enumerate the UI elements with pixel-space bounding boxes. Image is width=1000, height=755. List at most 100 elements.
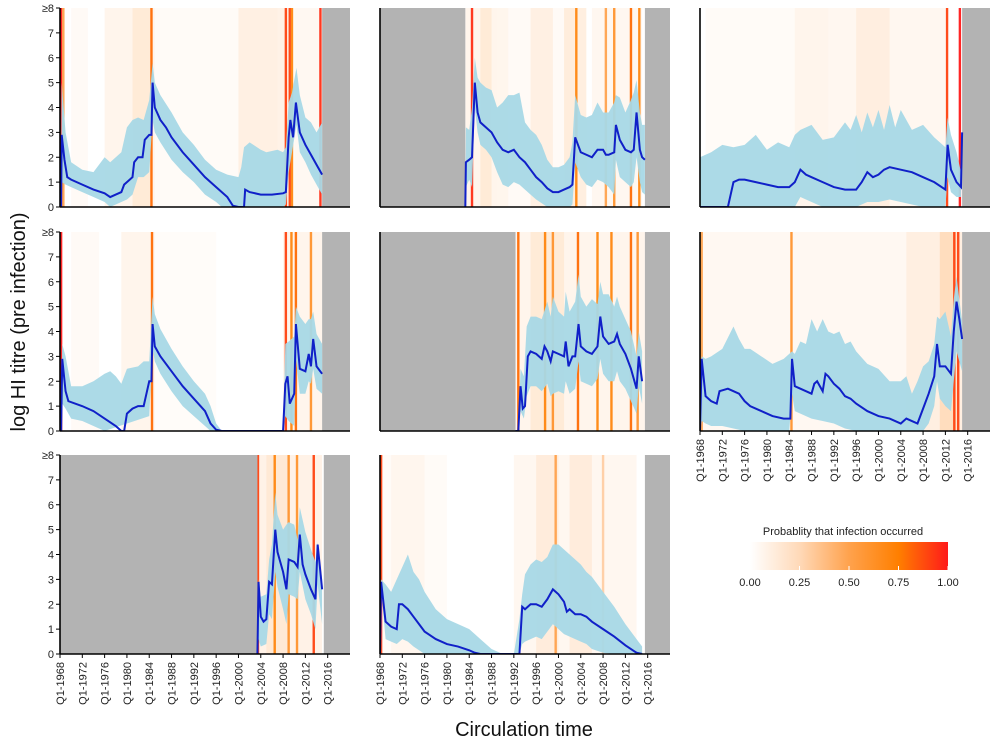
legend-title: Probablity that infection occurred (763, 526, 923, 538)
panel-3 (699, 8, 990, 208)
x-tick-label: Q1-1984 (784, 439, 796, 482)
x-tick-label: Q1-1976 (740, 439, 752, 482)
infection-probability-line (700, 232, 703, 431)
infection-probability-line (790, 232, 793, 431)
x-tick-label: Q1-2004 (896, 439, 908, 482)
x-tick-label: Q1-1972 (717, 439, 729, 482)
x-tick-label: Q1-1972 (77, 662, 89, 705)
panel-8: Q1-1968 Q1-1972 Q1-1976 Q1-1980 Q1-1984 Q1-19… (375, 455, 670, 705)
credible-interval-ribbon (515, 274, 643, 431)
panel-1: 0 1 2 3 4 5 6 7 ≥8 (42, 3, 350, 214)
titre-line (515, 316, 644, 431)
infection-probability-line (284, 232, 288, 431)
x-tick-label: Q1-2008 (598, 662, 610, 705)
x-tick-label: Q1-1988 (167, 662, 179, 705)
y-tick-label: ≥8 (42, 3, 54, 15)
x-tick-label: Q1-1976 (420, 662, 432, 705)
y-tick-label: 1 (48, 624, 54, 636)
infection-probability-line (256, 455, 260, 654)
infection-probability-line (60, 8, 63, 207)
infection-probability-line (517, 232, 520, 431)
x-tick-label: Q1-2008 (278, 662, 290, 705)
y-tick-label: 3 (48, 574, 54, 586)
infection-probability-line (284, 8, 288, 207)
y-tick-label: 7 (48, 252, 54, 264)
unobserved-region (60, 455, 258, 654)
x-tick-label: Q1-2000 (873, 439, 885, 482)
unobserved-region (322, 232, 350, 431)
legend-tick-label: 0.75 (888, 577, 909, 589)
legend-colorbar (750, 542, 948, 570)
y-tick-label: ≥8 (42, 450, 54, 462)
panel-6: Q1-1968 Q1-1972 Q1-1976 Q1-1980 Q1-1984 Q1-19… (695, 232, 990, 482)
x-tick-label: Q1-1976 (100, 662, 112, 705)
credible-interval-ribbon (61, 296, 323, 431)
x-tick-label: Q1-1980 (762, 439, 774, 482)
infection-probability-line (312, 455, 315, 654)
y-tick-label: 4 (48, 550, 54, 562)
x-tick-label: Q1-1984 (464, 662, 476, 705)
infection-probability-line (380, 455, 383, 654)
panel-plot-area (60, 8, 350, 207)
panel-plot-area (380, 455, 670, 654)
credible-interval-ribbon (380, 544, 643, 654)
y-tick-label: 6 (48, 500, 54, 512)
x-tick-label: Q1-1996 (531, 662, 543, 705)
x-tick-label: Q1-2004 (576, 662, 588, 705)
titre-line (464, 82, 646, 207)
panel-plot-area (60, 455, 350, 654)
x-tick-label: Q1-2004 (256, 662, 268, 705)
titre-line (256, 529, 324, 654)
panel-plot-area (380, 8, 670, 207)
titre-line (700, 301, 964, 431)
y-tick-label: 5 (48, 302, 54, 314)
legend-tick-label: 1.00 (937, 577, 958, 589)
legend-tick-label: 0.25 (789, 577, 810, 589)
panel-plot-area (700, 232, 990, 431)
infection-probability-line (636, 232, 639, 431)
x-tick-label: Q1-1996 (211, 662, 223, 705)
legend-tick-label: 0.00 (739, 577, 760, 589)
x-tick-label: Q1-2016 (963, 439, 975, 482)
panel-plot-area (60, 232, 350, 431)
panel-2 (379, 8, 670, 208)
titre-line (60, 82, 323, 207)
y-tick-label: 0 (48, 426, 54, 438)
legend-ticks: 0.00 0.25 0.50 0.75 1.00 (739, 566, 959, 589)
x-tick-label: Q1-1992 (189, 662, 201, 705)
x-tick-label: Q1-1968 (55, 662, 67, 705)
panel-plot-area (380, 232, 670, 431)
unobserved-region (962, 8, 990, 207)
y-tick-label: 2 (48, 599, 54, 611)
unobserved-region (323, 455, 350, 654)
x-tick-label: Q1-1992 (829, 439, 841, 482)
infection-probability-line (601, 455, 605, 654)
x-tick-label: Q1-2012 (300, 662, 312, 705)
infection-probability-line (319, 8, 322, 207)
infection-probability-band (71, 8, 88, 207)
credible-interval-ribbon (700, 276, 963, 431)
x-tick-label: Q1-2012 (620, 662, 632, 705)
infection-probability-line (945, 8, 949, 207)
y-tick-label: 4 (48, 103, 54, 115)
panels-layer: 0 1 2 3 4 5 6 7 ≥8 0 1 2 3 4 5 6 7 ≥8 Q1-1968 Q1-1972 Q1-197… (42, 3, 990, 705)
y-axis-title: log HI titre (pre infection) (8, 213, 30, 432)
unobserved-region (380, 8, 466, 207)
titre-line (700, 132, 964, 207)
x-tick-label: Q1-2016 (643, 662, 655, 705)
credible-interval-ribbon (61, 62, 323, 207)
y-tick-label: 0 (48, 649, 54, 661)
unobserved-region (644, 8, 670, 207)
x-tick-label: Q1-1980 (122, 662, 134, 705)
x-tick-label: Q1-1968 (695, 439, 707, 482)
x-tick-label: Q1-2000 (553, 662, 565, 705)
credible-interval-ribbon (700, 105, 963, 207)
y-tick-label: 3 (48, 351, 54, 363)
legend: Probablity that infection occurred 0.00 0… (739, 526, 958, 589)
panel-4: 0 1 2 3 4 5 6 7 ≥8 (42, 227, 350, 438)
titre-line (60, 323, 323, 431)
y-tick-label: 2 (48, 376, 54, 388)
x-axis-title: Circulation time (455, 719, 593, 741)
